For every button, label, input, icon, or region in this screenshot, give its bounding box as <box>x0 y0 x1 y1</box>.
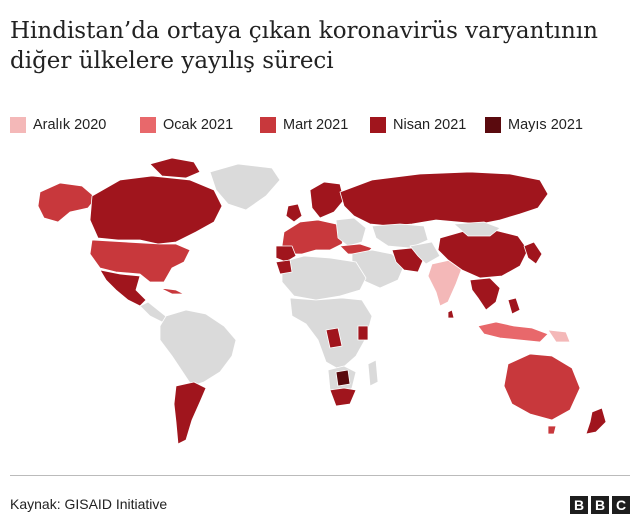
korea-japan-region <box>523 241 543 265</box>
canada-region <box>89 175 223 245</box>
iceland-uk-region <box>285 203 303 223</box>
north-africa-region <box>281 255 367 301</box>
usa-region <box>89 239 191 283</box>
legend-item-aralik-2020: Aralık 2020 <box>10 117 106 133</box>
legend-item-nisan-2021: Nisan 2021 <box>370 117 466 133</box>
chile-argentina-region <box>173 381 207 445</box>
title-line-1: Hindistan’da ortaya çıkan koronavirüs va… <box>10 18 598 44</box>
central-asia-region <box>409 241 441 265</box>
legend-item-ocak-2021: Ocak 2021 <box>140 117 233 133</box>
bbc-logo: B B C <box>570 496 630 514</box>
bbc-logo-letter: C <box>612 496 630 514</box>
legend-label: Mart 2021 <box>283 117 349 133</box>
south-america-north-region <box>159 309 237 387</box>
legend-swatch <box>260 117 276 133</box>
chart-title: Hindistan’da ortaya çıkan koronavirüs va… <box>10 16 630 76</box>
india-region <box>427 259 463 307</box>
title-line-2: diğer ülkelere yayılış süreci <box>10 48 334 74</box>
alaska-region <box>37 182 97 223</box>
legend-label: Aralık 2020 <box>33 117 107 133</box>
legend-item-mart-2021: Mart 2021 <box>260 117 348 133</box>
greenland-region <box>209 163 281 211</box>
legend-label: Mayıs 2021 <box>508 117 583 133</box>
mexico-region <box>99 269 147 307</box>
south-africa-region <box>329 387 357 407</box>
source-note: Kaynak: GISAID Initiative <box>10 496 168 512</box>
kenya-region <box>357 325 369 341</box>
philippines-region <box>507 297 521 315</box>
cuba-region <box>159 287 185 295</box>
southeast-asia-region <box>469 277 501 311</box>
world-map <box>37 157 607 445</box>
bbc-logo-letter: B <box>591 496 609 514</box>
tasmania-region <box>547 425 557 435</box>
madagascar-region <box>367 359 379 387</box>
legend-swatch <box>140 117 156 133</box>
sri-lanka-region <box>447 309 455 319</box>
scandinavia-region <box>309 181 345 219</box>
legend-item-mayis-2021: Mayıs 2021 <box>485 117 583 133</box>
legend-swatch <box>485 117 501 133</box>
botswana-region <box>335 369 351 387</box>
russia-region <box>339 171 549 227</box>
eastern-europe-region <box>335 217 367 247</box>
footer-divider <box>10 475 630 476</box>
iberia-region <box>275 245 297 263</box>
mongolia-region <box>453 221 501 237</box>
legend-swatch <box>10 117 26 133</box>
morocco-region <box>275 259 293 275</box>
papua-region <box>547 329 571 343</box>
australia-region <box>503 353 581 421</box>
new-zealand-region <box>585 407 607 435</box>
indonesia-region <box>477 321 549 343</box>
canada-islands-region <box>149 157 201 179</box>
legend-label: Ocak 2021 <box>163 117 234 133</box>
legend-swatch <box>370 117 386 133</box>
bbc-logo-letter: B <box>570 496 588 514</box>
angola-region <box>325 327 343 349</box>
legend-label: Nisan 2021 <box>393 117 467 133</box>
